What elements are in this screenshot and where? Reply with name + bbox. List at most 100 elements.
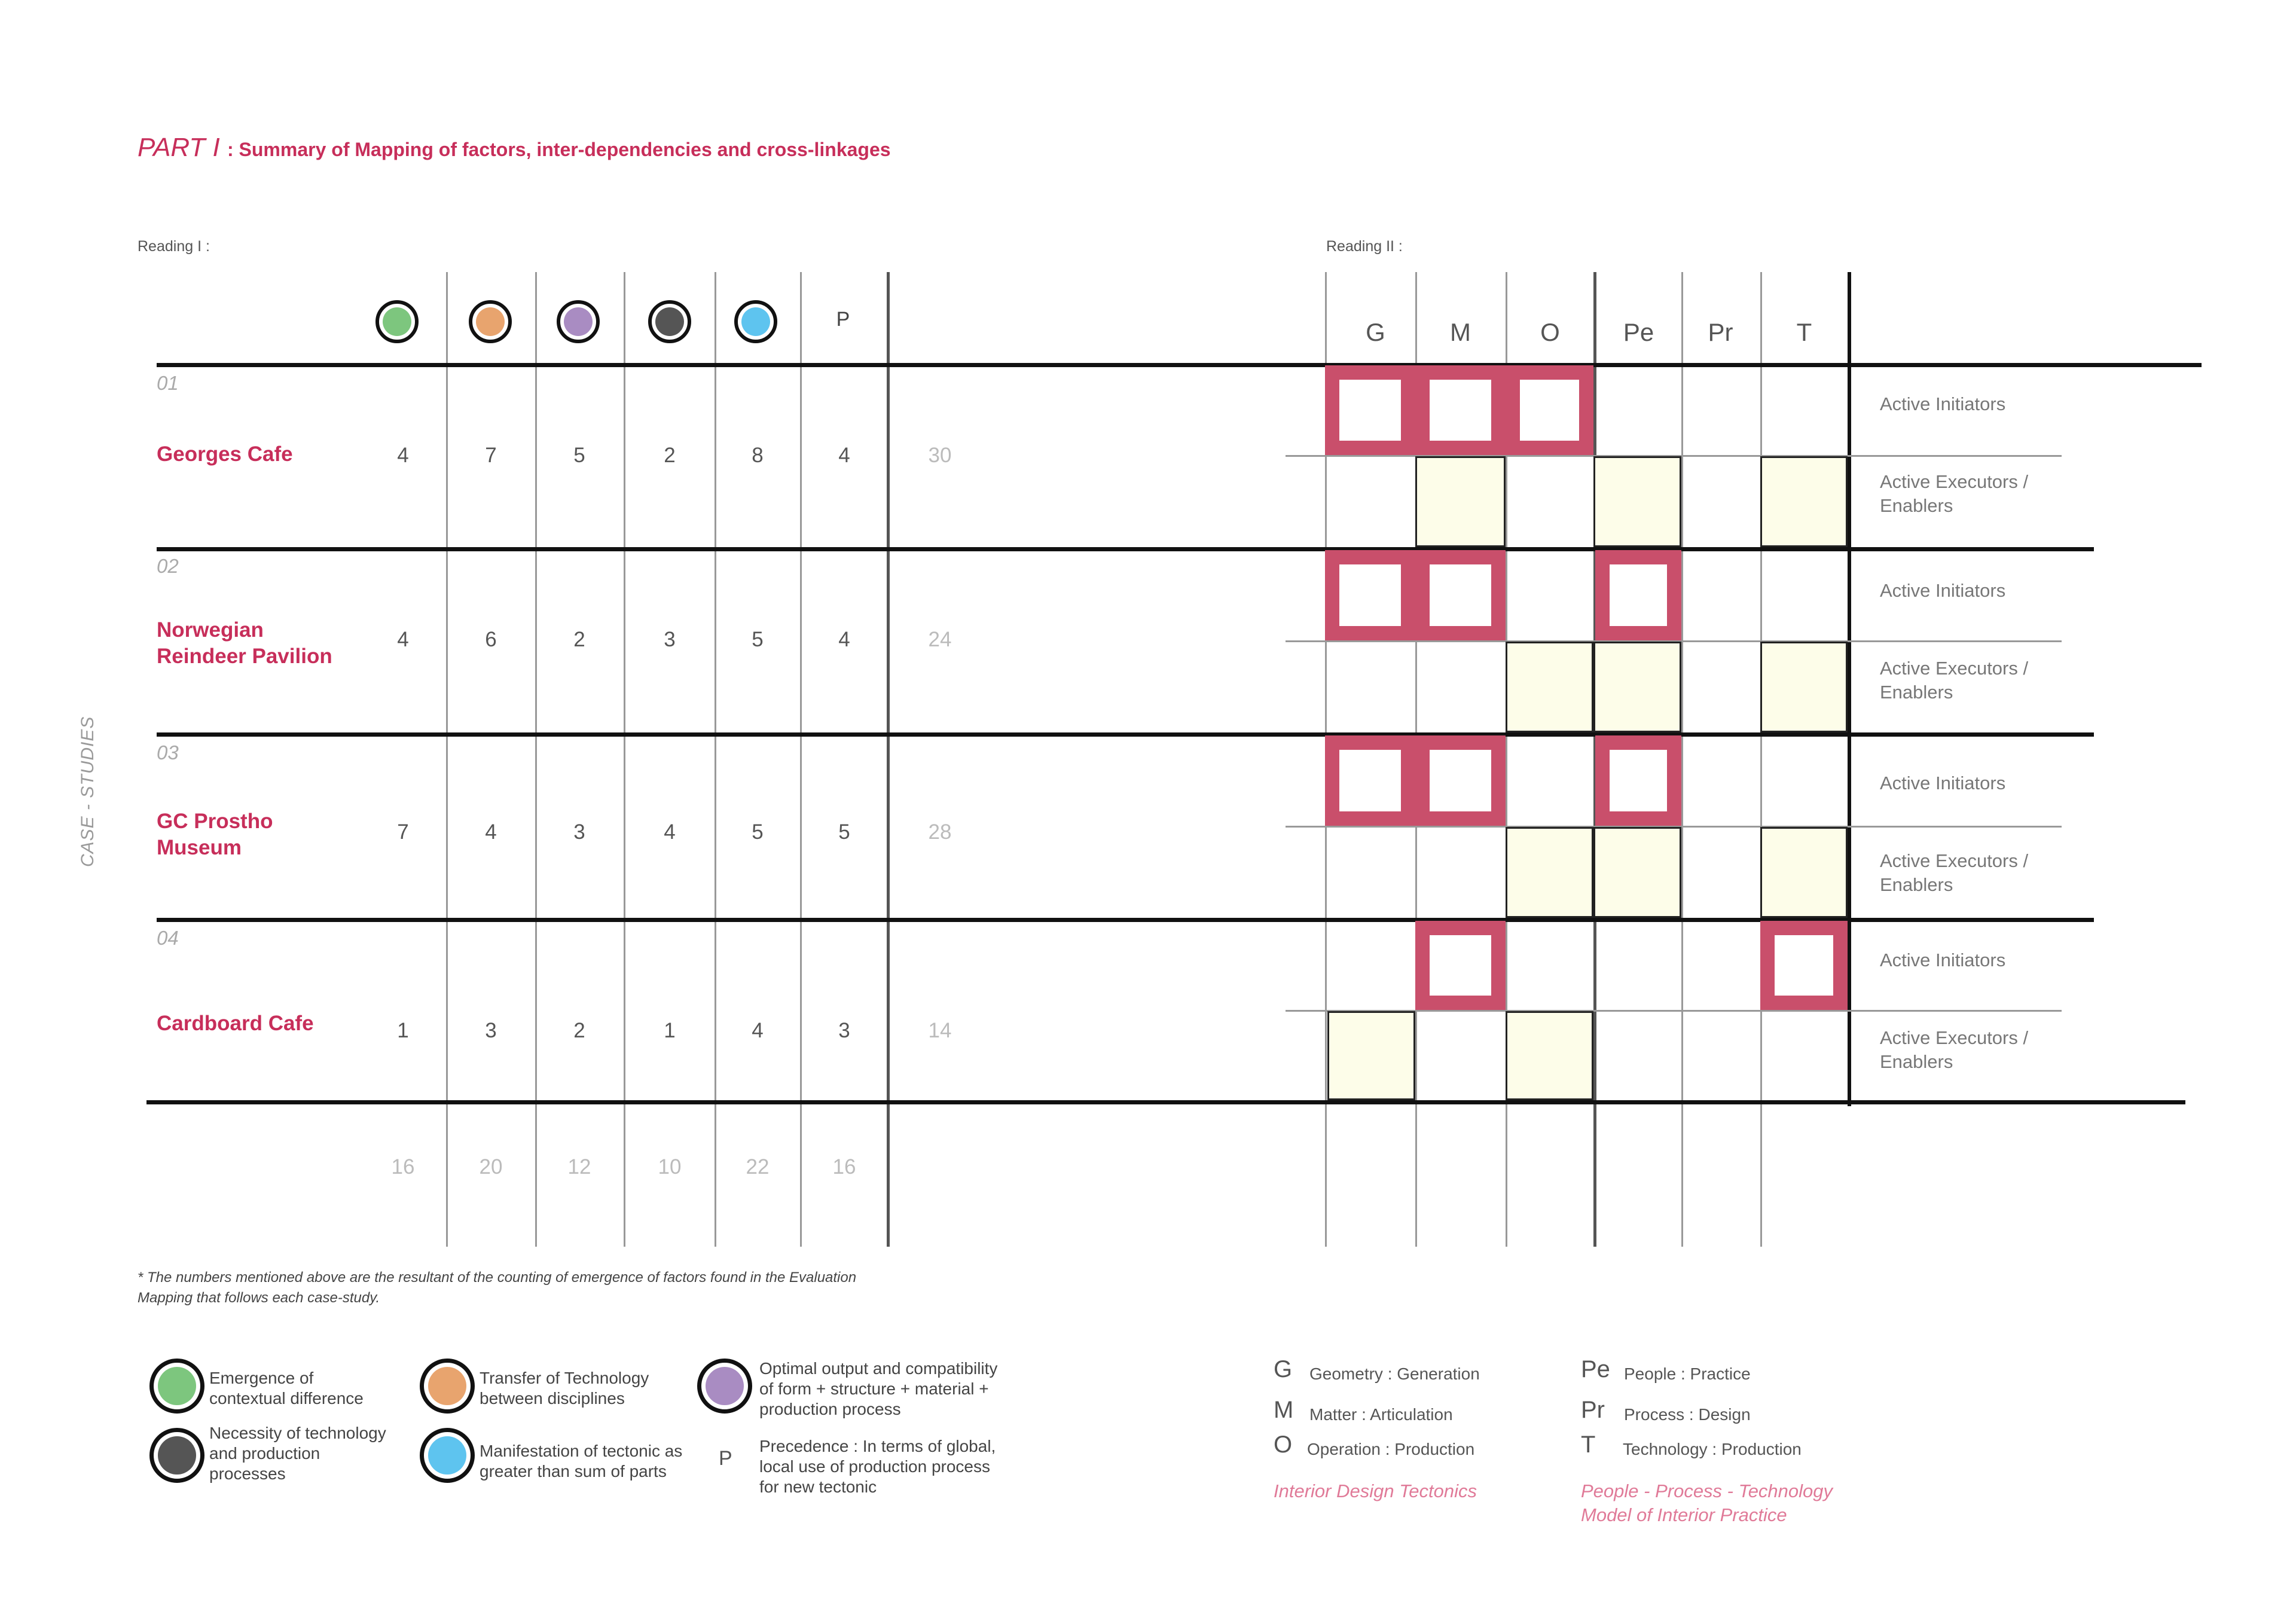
- grid-vline: [624, 272, 625, 1247]
- initiator-mark: [1415, 735, 1506, 826]
- legend-green-circle-icon: [149, 1359, 204, 1414]
- factor-count: 4: [838, 628, 850, 651]
- column-header-o: O: [1540, 318, 1560, 346]
- grid-hline: [157, 918, 2094, 922]
- footnote: * The numbers mentioned above are the re…: [138, 1268, 975, 1308]
- grid-vline: [1760, 272, 1762, 1247]
- row-label-line: Enablers: [1880, 495, 1953, 516]
- legend-line: production process: [759, 1400, 901, 1418]
- grid-hline: [1286, 455, 2062, 457]
- grid-vline: [887, 272, 890, 1247]
- column-header-g: G: [1366, 318, 1385, 346]
- case-number: 02: [157, 555, 179, 577]
- legend-pr-letter: Pr: [1581, 1397, 1605, 1423]
- case-number: 01: [157, 372, 179, 394]
- row-label-line: Active Executors /: [1880, 850, 2029, 871]
- legend-line: Optimal output and compatibility: [759, 1359, 998, 1378]
- circle-fill: [476, 307, 505, 336]
- factor-count: 5: [752, 628, 764, 651]
- legend-pr-text: Process : Design: [1624, 1405, 1751, 1424]
- initiator-mark: [1415, 550, 1506, 640]
- factor-count: 3: [573, 820, 585, 844]
- legend-o-text: Operation : Production: [1307, 1440, 1475, 1458]
- factor-count: 3: [664, 628, 676, 651]
- legend-line: Model of Interior Practice: [1581, 1504, 1787, 1525]
- executor-mark: [1593, 827, 1681, 918]
- grid-vline: [800, 272, 802, 1247]
- factor-orange-circle-icon: [469, 300, 512, 343]
- circle-fill: [741, 307, 770, 336]
- legend-ppt-label: People - Process - Technology Model of In…: [1581, 1479, 1833, 1527]
- initiator-mark: [1325, 550, 1415, 640]
- column-total: 20: [479, 1155, 503, 1179]
- legend-idt-label: Interior Design Tectonics: [1274, 1480, 1477, 1501]
- factor-count: 4: [838, 444, 850, 467]
- circle-fill: [158, 1367, 196, 1405]
- legend-m-letter: M: [1274, 1397, 1294, 1423]
- grid-hline: [157, 363, 2202, 367]
- row-label-line: Active Executors /: [1880, 658, 2029, 679]
- grid-hline: [1286, 640, 2062, 642]
- legend-g-text: Geometry : Generation: [1309, 1364, 1480, 1383]
- grid-vline: [1593, 272, 1596, 1247]
- factor-count: 5: [573, 444, 585, 467]
- column-header-pe: Pe: [1623, 318, 1654, 346]
- reading-2-label: Reading II :: [1326, 238, 1403, 255]
- legend-line: Emergence of: [209, 1369, 314, 1387]
- initiator-mark: [1595, 735, 1681, 826]
- case-name-line: Georges Cafe: [157, 442, 293, 466]
- row-label-line: Active Executors /: [1880, 471, 2029, 492]
- initiator-mark: [1506, 365, 1593, 455]
- case-studies-side-label: CASE - STUDIES: [78, 716, 97, 867]
- legend-orange-circle-icon: [420, 1359, 475, 1414]
- row-label-line: Enablers: [1880, 874, 1953, 895]
- row-label-initiators: Active Initiators: [1880, 393, 2006, 414]
- case-total: 28: [928, 820, 952, 844]
- legend-t-text: Technology : Production: [1623, 1440, 1802, 1458]
- row-label-line: Enablers: [1880, 682, 1953, 703]
- executor-mark: [1760, 642, 1848, 732]
- case-name-line: Museum: [157, 836, 242, 859]
- case-name-line: Reindeer Pavilion: [157, 645, 332, 668]
- grid-vline: [1506, 272, 1507, 1247]
- case-number: 04: [157, 927, 179, 949]
- legend-line: processes: [209, 1464, 286, 1483]
- legend-p-text: Precedence : In terms of global, local us…: [759, 1436, 996, 1497]
- executor-mark: [1593, 642, 1681, 732]
- factor-count: 2: [664, 444, 676, 467]
- grid-hline: [146, 1100, 2185, 1104]
- grid-vline: [715, 272, 716, 1247]
- factor-count: 7: [397, 820, 409, 844]
- title-subtitle: : Summary of Mapping of factors, inter-d…: [227, 139, 891, 160]
- circle-fill: [564, 307, 593, 336]
- grid-hline: [157, 732, 2094, 737]
- column-total: 12: [567, 1155, 591, 1179]
- initiator-mark: [1415, 365, 1506, 455]
- legend-blue-text: Manifestation of tectonic as greater than…: [480, 1441, 682, 1482]
- legend-t-letter: T: [1581, 1431, 1596, 1458]
- factor-count: 4: [752, 1019, 764, 1042]
- legend-orange-text: Transfer of Technology between discipline…: [480, 1368, 649, 1409]
- row-label-initiators: Active Initiators: [1880, 773, 2006, 793]
- legend-line: between disciplines: [480, 1389, 625, 1408]
- legend-line: Transfer of Technology: [480, 1369, 649, 1387]
- title-part: PART I: [138, 133, 220, 162]
- column-total: 22: [746, 1155, 770, 1179]
- legend-p-letter: P: [719, 1447, 732, 1470]
- executor-mark: [1506, 827, 1593, 918]
- executor-mark: [1593, 456, 1681, 547]
- initiator-mark: [1325, 735, 1415, 826]
- circle-fill: [428, 1436, 466, 1475]
- factor-count: 3: [485, 1019, 497, 1042]
- factor-count: 1: [664, 1019, 676, 1042]
- initiator-mark: [1325, 365, 1415, 455]
- executor-mark: [1760, 827, 1848, 918]
- factor-count: 5: [838, 820, 850, 844]
- case-name: GC Prostho Museum: [157, 808, 273, 861]
- initiator-mark: [1760, 921, 1848, 1010]
- grid-hline: [1286, 1010, 2062, 1012]
- case-name: Cardboard Cafe: [157, 1011, 314, 1037]
- legend-line: and production: [209, 1444, 320, 1463]
- column-total: 16: [832, 1155, 856, 1179]
- factor-count: 8: [752, 444, 764, 467]
